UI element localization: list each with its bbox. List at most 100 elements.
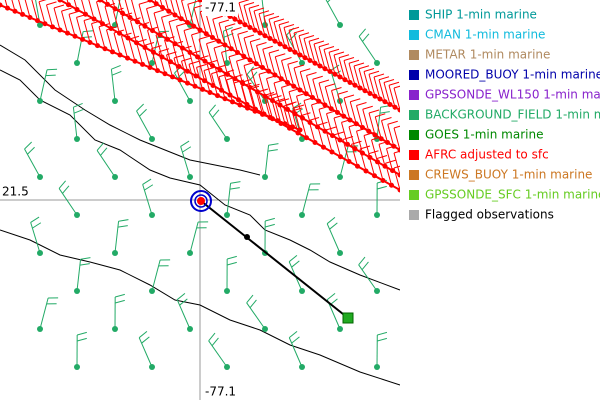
- obs-barb: [221, 52, 228, 75]
- obs-barb: [189, 53, 197, 77]
- obs-barb: [159, 0, 163, 8]
- selection-ring: [194, 194, 208, 208]
- obs-barb: [38, 0, 47, 3]
- obs-barb: [113, 11, 120, 34]
- station: [149, 136, 155, 142]
- obs-barb: [378, 79, 386, 102]
- selected-point: [197, 197, 205, 205]
- legend-swatch: [409, 150, 419, 160]
- station: [187, 326, 193, 332]
- obs-barb: [299, 71, 307, 94]
- barb-flag: [379, 111, 390, 114]
- obs-barb: [293, 107, 301, 131]
- obs-barb: [243, 37, 251, 61]
- obs-barb: [331, 90, 338, 113]
- obs-barb: [341, 122, 348, 145]
- legend-label: AFRC adjusted to sfc: [425, 148, 549, 162]
- obs-barb: [337, 90, 348, 95]
- obs-barb: [278, 24, 286, 47]
- station: [299, 364, 305, 370]
- obs-barb: [363, 135, 371, 158]
- obs-barb: [258, 10, 270, 15]
- obs-point: [147, 0, 153, 3]
- obs-barb: [188, 60, 200, 65]
- obs-barb: [146, 5, 157, 10]
- barb-staff: [174, 72, 191, 102]
- station: [37, 98, 43, 104]
- obs-barb: [173, 57, 181, 81]
- obs-barb: [363, 68, 375, 72]
- obs-barb: [333, 51, 345, 56]
- station: [374, 288, 380, 294]
- obs-barb: [306, 72, 317, 76]
- obs-barb: [303, 38, 311, 61]
- obs-barb: [124, 0, 131, 18]
- obs-barb: [68, 14, 76, 37]
- barb-staff: [151, 259, 161, 292]
- obs-barb: [258, 13, 266, 36]
- obs-barb: [138, 25, 146, 48]
- barb-flag: [291, 336, 300, 344]
- obs-barb: [324, 86, 332, 109]
- obs-barb: [287, 60, 298, 65]
- station: [262, 326, 268, 332]
- obs-barb: [183, 30, 191, 53]
- obs-barb: [362, 105, 373, 110]
- barb-flag: [139, 108, 147, 117]
- station: [299, 288, 305, 294]
- barb-flag: [362, 33, 370, 42]
- legend-label: MOORED_BUOY 1-min marine: [425, 68, 600, 82]
- station: [112, 250, 118, 256]
- obs-barb: [188, 64, 196, 87]
- obs-barb: [241, 85, 248, 109]
- obs-barb: [266, 78, 273, 101]
- lat-label: 21.5: [2, 185, 29, 199]
- obs-barb: [293, 64, 305, 69]
- barb-staff: [339, 145, 349, 178]
- obs-barb: [256, 45, 263, 68]
- obs-barb: [311, 104, 318, 128]
- obs-barb: [381, 117, 392, 121]
- barb-staff: [208, 112, 228, 140]
- obs-barb: [187, 4, 195, 27]
- obs-barb: [313, 43, 321, 67]
- barb-flag: [377, 185, 387, 190]
- obs-barb: [206, 43, 213, 66]
- station: [187, 174, 193, 180]
- obs-barb: [243, 5, 251, 28]
- obs-barb: [312, 75, 323, 80]
- station: [374, 60, 380, 66]
- obs-barb: [308, 117, 320, 121]
- obs-barb: [256, 92, 263, 115]
- obs-barb: [256, 88, 267, 93]
- obs-barb: [138, 0, 150, 5]
- obs-barb: [378, 76, 390, 81]
- obs-barb: [136, 38, 147, 43]
- station: [149, 212, 155, 218]
- station: [149, 288, 155, 294]
- barb-flag: [100, 147, 108, 156]
- barb-staff: [114, 221, 120, 254]
- coast: [0, 69, 401, 291]
- obs-barb: [288, 30, 296, 53]
- obs-barb: [323, 46, 335, 50]
- station: [337, 326, 343, 332]
- station: [224, 136, 230, 142]
- obs-barb: [158, 51, 166, 74]
- barb-staff: [30, 222, 41, 254]
- obs-barb: [136, 42, 143, 65]
- flight-track: [0, 0, 405, 193]
- station: [37, 326, 43, 332]
- obs-barb: [248, 4, 260, 9]
- barb-flag: [58, 180, 66, 189]
- obs-barb: [211, 73, 218, 96]
- obs-barb: [331, 87, 342, 91]
- barb-staff: [301, 183, 311, 216]
- obs-barb: [388, 85, 396, 108]
- obs-barb: [130, 17, 141, 22]
- obs-barb: [165, 0, 170, 12]
- obs-barb: [88, 0, 95, 20]
- obs-barb: [154, 0, 157, 4]
- station: [299, 60, 305, 66]
- obs-barb: [213, 47, 221, 71]
